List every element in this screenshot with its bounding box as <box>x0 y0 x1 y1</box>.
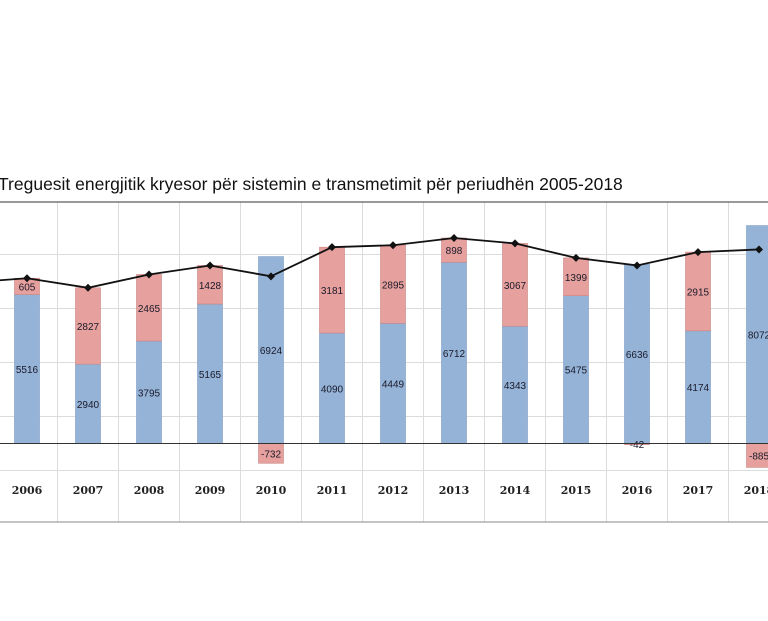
line-marker-2017 <box>694 248 702 257</box>
label-red-2018: -885 <box>749 451 768 462</box>
line-marker-2007 <box>84 283 92 292</box>
x-tick-2010: 2010 <box>256 484 287 497</box>
label-red-2013: 898 <box>446 246 463 257</box>
label-blue-2018: 8072 <box>748 331 768 342</box>
x-tick-2013: 2013 <box>439 484 470 497</box>
line-marker-2018 <box>755 245 763 254</box>
bar-red-2013 <box>441 237 467 263</box>
bar-blue-2011 <box>319 332 345 444</box>
bar-red-2011 <box>319 246 345 334</box>
label-red-2012: 2895 <box>382 280 405 291</box>
label-red-2016: -42 <box>630 440 645 451</box>
x-tick-2008: 2008 <box>134 484 165 497</box>
x-tick-2016: 2016 <box>622 484 653 497</box>
label-blue-2007: 2940 <box>77 400 100 411</box>
line-marker-2006 <box>23 274 31 283</box>
label-red-2011: 3181 <box>321 286 344 297</box>
x-tick-2009: 2009 <box>195 484 226 497</box>
x-tick-2012: 2012 <box>378 484 409 497</box>
x-tick-2007: 2007 <box>73 484 104 497</box>
bar-blue-2014 <box>502 325 528 444</box>
label-blue-2011: 4090 <box>321 384 344 395</box>
bar-red-2015 <box>563 257 589 296</box>
bar-red-2012 <box>380 244 406 324</box>
x-tick-2014: 2014 <box>500 484 531 497</box>
bar-blue-2013 <box>441 261 467 444</box>
bar-blue-2017 <box>685 330 711 444</box>
line-marker-2014 <box>511 239 519 248</box>
label-blue-2017: 4174 <box>687 383 710 394</box>
label-red-2007: 2827 <box>77 322 100 333</box>
bar-red-2017 <box>685 251 711 332</box>
line-marker-2008 <box>145 270 153 279</box>
label-blue-2015: 5475 <box>565 366 588 377</box>
label-red-2017: 2915 <box>687 287 710 298</box>
bar-blue-2010 <box>258 256 284 444</box>
label-red-2009: 1428 <box>199 281 222 292</box>
label-blue-2009: 5165 <box>199 370 222 381</box>
line-marker-2013 <box>450 234 458 243</box>
line-marker-2010 <box>267 272 275 281</box>
label-blue-2010: 6924 <box>260 346 283 357</box>
bar-red-2009 <box>197 265 223 305</box>
x-tick-2018: 2018 <box>744 484 768 497</box>
label-blue-2014: 4343 <box>504 381 527 392</box>
line-marker-2016 <box>633 261 641 270</box>
line-marker-2012 <box>389 241 397 250</box>
bar-blue-2012 <box>380 323 406 444</box>
label-red-2010: -732 <box>261 449 281 460</box>
x-tick-2015: 2015 <box>561 484 592 497</box>
bar-blue-2015 <box>563 295 589 444</box>
x-tick-2017: 2017 <box>683 484 714 497</box>
chart-title: Treguesit energjitik kryesor për sistemi… <box>0 174 623 194</box>
label-blue-2008: 3795 <box>138 388 161 399</box>
label-blue-2006: 5516 <box>16 365 39 376</box>
label-red-2006: 605 <box>19 282 36 293</box>
bar-red-2007 <box>75 287 101 365</box>
x-tick-2006: 2006 <box>12 484 43 497</box>
bar-red-2014 <box>502 243 528 327</box>
bar-blue-2016 <box>624 264 650 444</box>
line-marker-2015 <box>572 253 580 262</box>
label-red-2008: 2465 <box>138 304 161 315</box>
label-red-2015: 1399 <box>565 273 588 284</box>
line-marker-2009 <box>206 261 214 270</box>
bar-blue-2009 <box>197 303 223 444</box>
label-blue-2013: 6712 <box>443 349 466 360</box>
line-marker-2011 <box>328 243 336 252</box>
x-tick-2011: 2011 <box>317 484 348 497</box>
label-blue-2012: 4449 <box>382 379 405 390</box>
series-line <box>0 237 760 289</box>
label-red-2014: 3067 <box>504 281 527 292</box>
bar-blue-2007 <box>75 363 101 444</box>
label-blue-2016: 6636 <box>626 350 649 361</box>
